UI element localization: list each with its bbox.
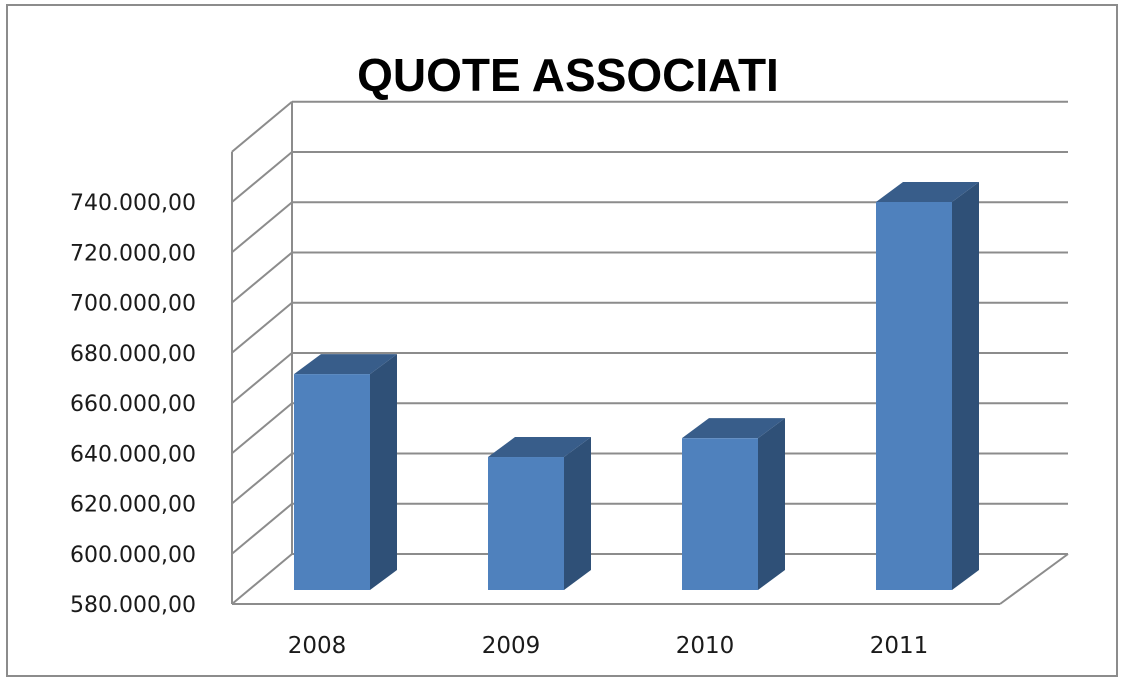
gridline-side xyxy=(231,301,293,354)
bar-side-face xyxy=(564,437,591,590)
y-tick-label: 680.000,00 xyxy=(70,342,196,367)
y-tick-label: 720.000,00 xyxy=(70,241,196,266)
bar-side-face xyxy=(952,182,979,590)
bar-top-face xyxy=(876,182,979,202)
y-tick-label: 740.000,00 xyxy=(70,191,196,216)
bar-top-face xyxy=(682,418,785,439)
gridline-side xyxy=(231,251,293,304)
bar-front-face xyxy=(488,457,564,590)
bar-top-face xyxy=(488,437,591,458)
gridline-side xyxy=(231,352,293,404)
bar-front-face xyxy=(294,374,370,590)
y-tick-label: 620.000,00 xyxy=(70,493,196,518)
gridline-side xyxy=(231,402,293,455)
bar-top-face xyxy=(294,354,397,375)
gridline-side xyxy=(231,201,293,254)
bar-2008 xyxy=(294,354,397,590)
bar-front-face xyxy=(682,438,758,590)
x-axis-tick-labels: 2008 2009 2010 2011 xyxy=(288,633,929,659)
chart-bars xyxy=(294,182,979,590)
bar-2011 xyxy=(876,182,979,590)
y-tick-label: 700.000,00 xyxy=(70,292,196,317)
bar-2010 xyxy=(682,418,785,590)
bar-2009 xyxy=(488,437,591,590)
gridline-side xyxy=(231,100,293,153)
y-tick-label: 640.000,00 xyxy=(70,442,196,467)
gridline-side xyxy=(231,502,293,555)
gridline-side xyxy=(231,452,293,505)
bar-side-face xyxy=(370,354,397,590)
bar-front-face xyxy=(876,202,952,590)
y-tick-label: 660.000,00 xyxy=(70,392,196,417)
gridline-side xyxy=(231,151,293,203)
x-tick-label: 2008 xyxy=(288,633,347,659)
y-tick-label: 580.000,00 xyxy=(70,593,196,618)
bar-side-face xyxy=(758,418,785,590)
chart-title: QUOTE ASSOCIATI xyxy=(357,49,779,101)
gridline-side xyxy=(231,553,293,605)
y-tick-label: 600.000,00 xyxy=(70,543,196,568)
x-tick-label: 2009 xyxy=(482,633,541,659)
x-tick-label: 2011 xyxy=(870,633,929,659)
floor-right-edge xyxy=(999,553,1069,605)
y-axis-tick-labels: 580.000,00 600.000,00 620.000,00 640.000,00… xyxy=(70,191,196,618)
x-tick-label: 2010 xyxy=(676,633,735,659)
